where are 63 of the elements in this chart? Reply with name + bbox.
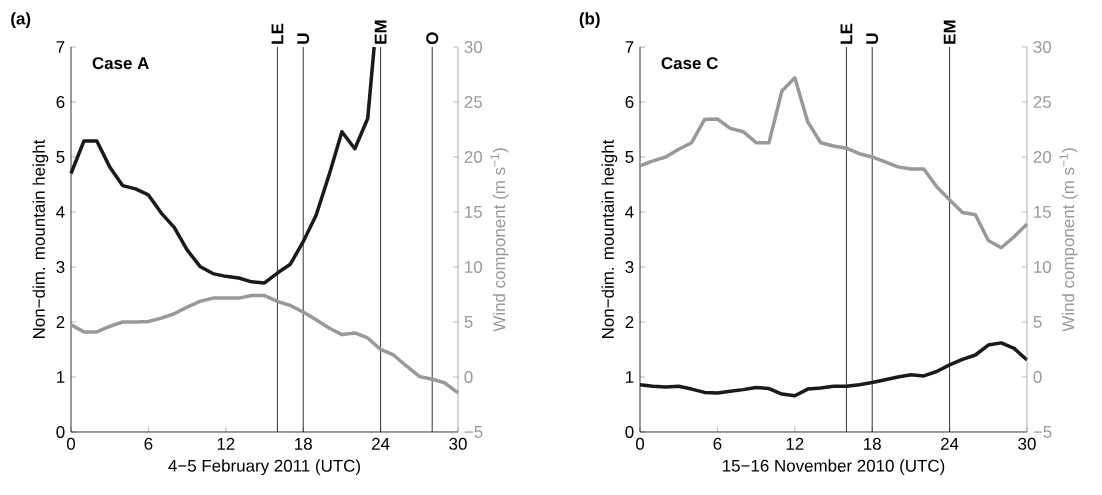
ref-line-label: O: [426, 32, 439, 45]
y2-tick-label: 10: [1034, 260, 1052, 273]
text: (a): [11, 12, 31, 28]
y2-tick-label: 10: [465, 260, 483, 273]
y-tick-label: 4: [56, 206, 65, 218]
x-tick-label: 6: [144, 437, 153, 450]
y-tick-label: 0: [625, 425, 634, 438]
x-tick-label: 24: [941, 437, 959, 450]
y-axis-title: Non−dim. mountain height: [601, 139, 618, 338]
ref-line-label: LE: [840, 23, 853, 44]
y2-tick-label: 15: [1034, 206, 1051, 218]
x-tick-label: 6: [713, 437, 722, 450]
y-tick-label: 6: [56, 96, 65, 108]
x-tick-label: 30: [1018, 437, 1036, 450]
y2-tick-label: −5: [464, 426, 483, 438]
y-axis-title: Non−dim. mountain height: [32, 139, 49, 338]
annotation: Case C: [661, 57, 718, 70]
text: (b): [579, 12, 600, 28]
y2-axis-title: Wind component (m s$^{−1}$): [490, 148, 509, 332]
y2-tick-label: 0: [464, 370, 473, 383]
y-tick-label: 5: [56, 151, 65, 163]
x-tick-label: 30: [449, 437, 467, 450]
y-tick-label: 7: [56, 41, 65, 53]
x-axis-title: 4−5 February 2011 (UTC): [168, 459, 360, 476]
y-tick-label: 1: [626, 371, 634, 383]
y-tick-label: 6: [625, 96, 634, 108]
y2-tick-label: −5: [1033, 426, 1052, 438]
y2-axis-title: Wind component (m s$^{−1}$): [1059, 148, 1078, 332]
y-tick-label: 2: [625, 316, 634, 328]
y2-tick-label: 5: [464, 316, 473, 328]
y2-tick-label: 15: [465, 206, 482, 218]
y-tick-label: 3: [56, 260, 65, 273]
x-tick-label: 0: [66, 437, 76, 450]
y-tick-label: 5: [625, 151, 634, 163]
ref-line-label: U: [297, 33, 310, 44]
annotation: Case A: [92, 57, 149, 70]
y2-tick-label: 20: [1033, 150, 1052, 163]
y-tick-label: 3: [625, 260, 634, 273]
y2-tick-label: 0: [1033, 370, 1042, 383]
y-tick-label: 7: [625, 41, 634, 53]
y2-tick-label: 30: [464, 40, 483, 53]
x-tick-label: 12: [786, 437, 804, 450]
y2-tick-label: 5: [1033, 316, 1042, 328]
y-tick-label: 1: [57, 371, 65, 383]
ref-line-label: U: [866, 33, 879, 44]
y2-tick-label: 30: [1033, 40, 1052, 53]
line-series: [638, 341, 1029, 398]
y2-tick-label: 25: [1033, 95, 1051, 108]
y-tick-label: 4: [625, 206, 634, 218]
line-series: [69, 45, 376, 285]
x-axis-title: 15−16 November 2010 (UTC): [723, 459, 945, 476]
x-tick-label: 12: [217, 437, 235, 450]
x-tick-label: 18: [864, 437, 881, 450]
y-tick-label: 0: [56, 425, 65, 438]
ref-line-label: LE: [271, 23, 284, 44]
ref-line-label: EM: [374, 20, 387, 44]
x-tick-label: 18: [295, 437, 312, 450]
y-tick-label: 2: [56, 316, 65, 328]
x-tick-label: 0: [635, 437, 645, 450]
ref-line-label: EM: [943, 20, 956, 44]
y2-tick-label: 25: [464, 95, 482, 108]
y2-tick-label: 20: [464, 150, 483, 163]
x-tick-label: 24: [372, 437, 390, 450]
